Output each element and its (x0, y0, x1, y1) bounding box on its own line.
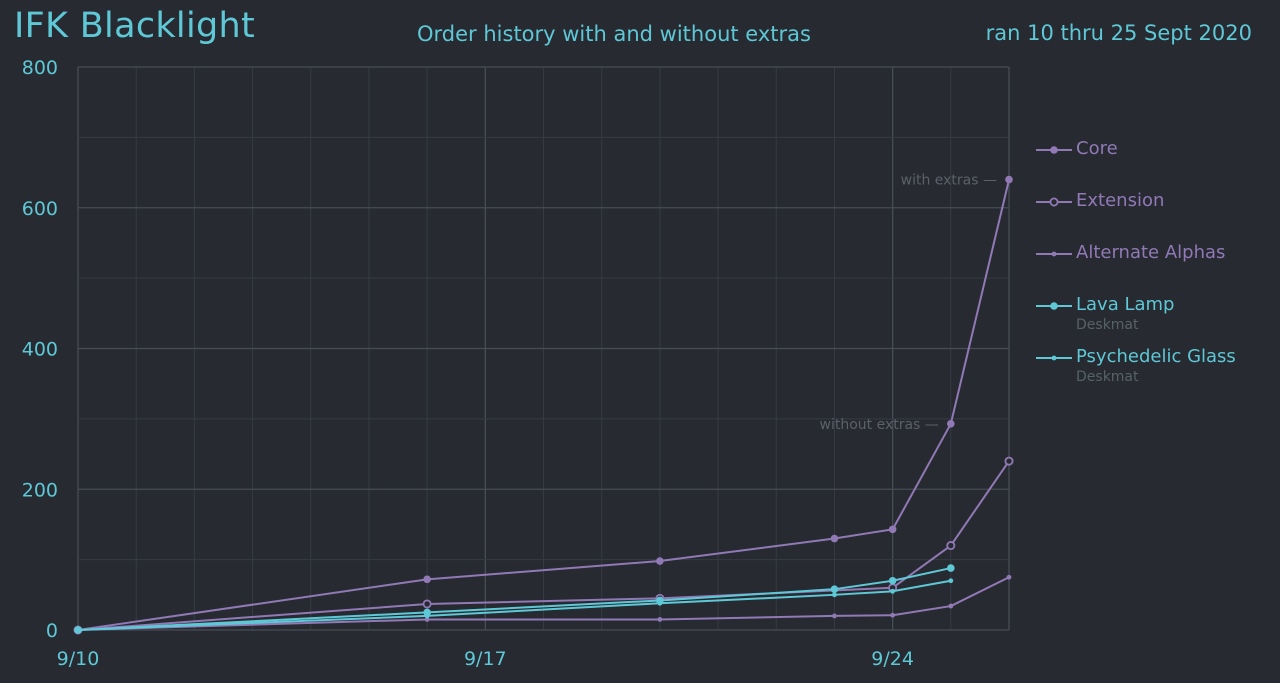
chart-axes: 0 200 400 600 800 9/10 9/17 9/24 (22, 57, 914, 670)
annotation-label: with extras — (901, 173, 997, 189)
y-tick-label: 200 (22, 479, 58, 501)
data-point-alternate-alphas (657, 617, 663, 622)
series-lava-lamp (74, 564, 955, 634)
legend-sublabel: Deskmat (1076, 369, 1139, 385)
legend-label: Extension (1076, 190, 1165, 211)
data-point-core (423, 575, 431, 584)
legend-swatch-lava-lamp (1036, 302, 1072, 310)
annotation-label: without extras — (820, 417, 939, 433)
legend-swatch-marker (1050, 146, 1058, 154)
data-point-psychedelic-glass (832, 592, 837, 598)
series-core (74, 175, 1013, 634)
data-point-alternate-alphas (832, 613, 837, 619)
date-range: ran 10 thru 25 Sept 2020 (985, 21, 1252, 45)
series-psychedelic-glass (75, 578, 954, 633)
legend-label: Psychedelic Glass (1076, 346, 1236, 367)
data-point-psychedelic-glass (890, 588, 896, 594)
data-point-core (830, 534, 839, 543)
data-point-alternate-alphas (948, 603, 954, 609)
series-line-psychedelic-glass (77, 579, 951, 631)
data-point-extension (1004, 456, 1014, 466)
data-point-core (947, 420, 955, 428)
data-point-psychedelic-glass (75, 627, 81, 633)
chart-annotations: with extras — without extras — (820, 173, 998, 433)
legend-sublabel: Deskmat (1076, 317, 1139, 333)
data-point-core (1005, 175, 1013, 184)
data-point-alternate-alphas (424, 617, 430, 622)
data-point-psychedelic-glass (424, 613, 430, 619)
data-point-psychedelic-glass (948, 578, 954, 584)
legend-label: Lava Lamp (1076, 294, 1175, 315)
y-tick-label: 600 (22, 198, 58, 220)
data-point-lava-lamp (947, 564, 955, 572)
legend-label: Core (1076, 138, 1118, 159)
legend-swatch-alternate-alphas (1036, 251, 1072, 257)
x-tick-label: 9/10 (57, 648, 100, 670)
legend-swatch-extension (1036, 197, 1072, 207)
data-point-lava-lamp (830, 585, 839, 593)
legend-swatch-psychedelic-glass (1036, 355, 1072, 361)
data-point-alternate-alphas (890, 612, 896, 618)
legend-swatch-marker (1051, 251, 1057, 257)
x-tick-label: 9/17 (464, 648, 507, 670)
series-line-lava-lamp (77, 567, 952, 631)
chart-grid (77, 66, 1010, 631)
y-tick-label: 400 (22, 339, 58, 361)
x-tick-label: 9/24 (871, 648, 914, 670)
chart-title: IFK Blacklight (14, 6, 255, 46)
legend-swatch-marker (1051, 355, 1057, 361)
legend-swatch-marker (1049, 197, 1059, 207)
data-point-alternate-alphas (1006, 574, 1012, 580)
y-tick-label: 0 (46, 620, 58, 642)
data-point-extension (946, 541, 956, 551)
legend-label: Alternate Alphas (1076, 242, 1226, 263)
y-tick-label: 800 (22, 57, 58, 79)
data-point-core (888, 525, 897, 534)
legend-swatch-core (1036, 146, 1072, 154)
data-point-psychedelic-glass (657, 600, 663, 606)
data-point-core (656, 557, 664, 565)
legend-swatch-marker (1050, 302, 1058, 310)
data-point-lava-lamp (423, 608, 431, 617)
data-point-lava-lamp (888, 576, 897, 585)
data-point-extension (422, 599, 432, 609)
chart-subtitle: Order history with and without extras (417, 22, 811, 46)
chart-series (73, 175, 1014, 635)
